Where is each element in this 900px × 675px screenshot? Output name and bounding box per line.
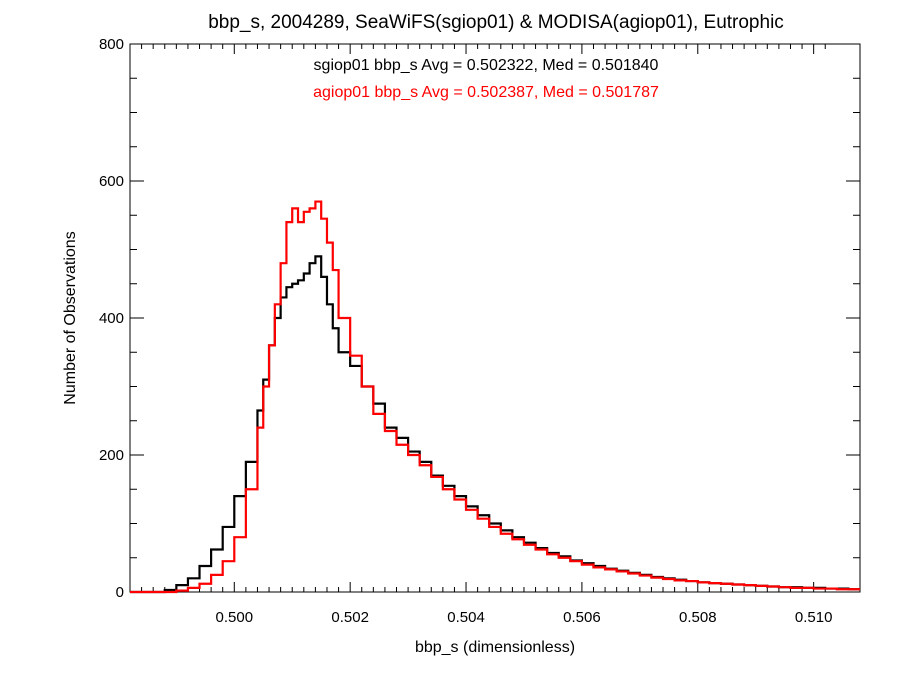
series-layer xyxy=(130,200,860,594)
x-tick-label: 0.504 xyxy=(447,609,485,626)
x-tick-label: 0.502 xyxy=(331,609,369,626)
y-axis-ticks: 0 200 400 600 800 xyxy=(99,36,860,601)
series-sgiop01-histogram xyxy=(130,255,860,594)
y-tick-label: 800 xyxy=(99,36,124,53)
series-agiop01-histogram xyxy=(130,200,860,594)
annotation-sgiop01-stats: sgiop01 bbp_s Avg = 0.502322, Med = 0.50… xyxy=(314,57,659,74)
y-tick-label: 400 xyxy=(99,310,124,327)
y-axis-label: Number of Observations xyxy=(62,231,79,404)
y-tick-label: 0 xyxy=(116,584,124,601)
plot-frame xyxy=(129,43,861,593)
x-tick-label: 0.510 xyxy=(795,609,833,626)
y-tick-label: 200 xyxy=(99,447,124,464)
chart-title: bbp_s, 2004289, SeaWiFS(sgiop01) & MODIS… xyxy=(208,12,784,33)
y-tick-label: 600 xyxy=(99,173,124,190)
x-tick-label: 0.500 xyxy=(216,609,254,626)
x-axis-ticks: 0.500 0.502 0.504 0.506 0.508 0.510 xyxy=(129,44,833,626)
x-tick-label: 0.506 xyxy=(563,609,601,626)
x-axis-label: bbp_s (dimensionless) xyxy=(415,639,575,656)
x-tick-label: 0.508 xyxy=(679,609,717,626)
annotation-agiop01-stats: agiop01 bbp_s Avg = 0.502387, Med = 0.50… xyxy=(313,84,659,101)
